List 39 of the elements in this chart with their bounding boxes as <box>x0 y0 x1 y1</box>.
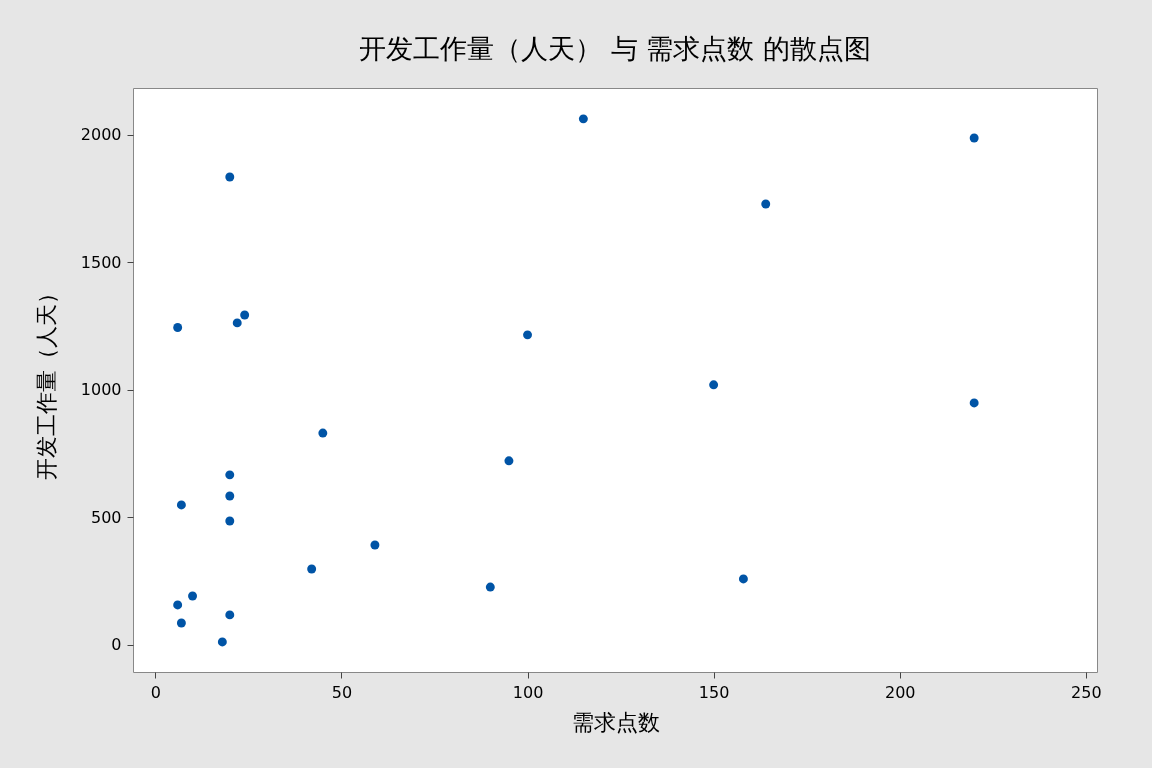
y-axis-title: 开发工作量（人天） <box>33 281 59 480</box>
chart-title: 开发工作量（人天） 与 需求点数 的散点图 <box>359 33 871 64</box>
point <box>225 610 235 620</box>
y-tick-label: 2000 <box>80 125 122 145</box>
y-tick-label: 0 <box>111 635 122 655</box>
point <box>173 600 183 610</box>
x-tick-label: 150 <box>698 682 730 702</box>
point <box>225 516 235 526</box>
y-tick-label: 500 <box>90 507 122 527</box>
y-tick-label: 1500 <box>80 252 122 272</box>
point <box>225 491 235 501</box>
point <box>318 428 328 438</box>
point <box>188 591 198 601</box>
point <box>240 310 250 320</box>
x-axis-title: 需求点数 <box>571 709 660 735</box>
point <box>709 380 719 390</box>
x-tick-label: 250 <box>1071 682 1102 702</box>
x-tick-label: 200 <box>884 682 916 702</box>
point <box>969 398 979 408</box>
point <box>217 637 227 647</box>
point <box>578 114 588 124</box>
point <box>738 574 748 584</box>
y-tick-label: 1000 <box>80 380 122 400</box>
point <box>504 456 514 466</box>
point <box>523 330 532 340</box>
point <box>761 199 771 209</box>
point <box>225 172 235 182</box>
x-tick-label: 100 <box>512 682 544 702</box>
x-tick-label: 0 <box>150 682 161 702</box>
point <box>370 540 380 550</box>
point <box>307 564 317 574</box>
point <box>225 470 235 480</box>
x-tick-label: 50 <box>331 682 353 702</box>
point <box>173 323 183 332</box>
point <box>969 133 979 143</box>
point <box>485 582 495 592</box>
point <box>176 500 186 510</box>
point <box>232 318 242 328</box>
point <box>176 618 186 628</box>
